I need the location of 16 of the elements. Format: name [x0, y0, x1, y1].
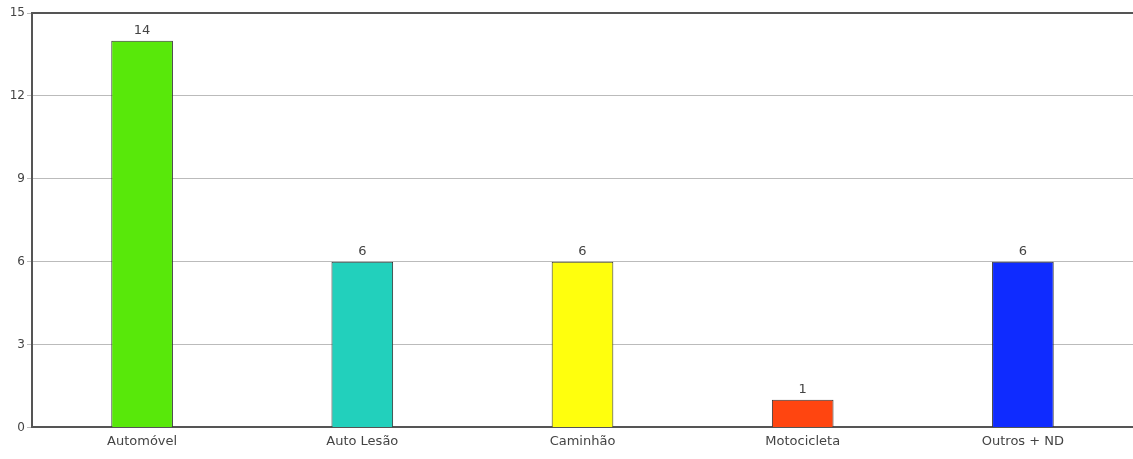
y-tick-label: 0	[17, 419, 25, 434]
y-tick-label: 3	[17, 336, 25, 351]
data-label: 6	[358, 242, 367, 258]
data-label: 6	[578, 242, 587, 258]
y-tick-label: 15	[9, 5, 25, 20]
x-tick-label: Outros + ND	[981, 432, 1065, 448]
x-tick-label: Caminhão	[549, 432, 616, 448]
y-tick-label: 6	[17, 253, 25, 268]
x-tick-label: Motocicleta	[765, 432, 841, 448]
data-label: 6	[1018, 242, 1028, 258]
data-label: 1	[798, 380, 807, 396]
data-label: 14	[133, 21, 151, 37]
x-tick-label: Automóvel	[107, 432, 178, 448]
y-tick-label: 9	[17, 170, 25, 185]
y-tick-label: 12	[9, 88, 25, 102]
x-tick-label: Auto Lesão	[326, 432, 399, 448]
